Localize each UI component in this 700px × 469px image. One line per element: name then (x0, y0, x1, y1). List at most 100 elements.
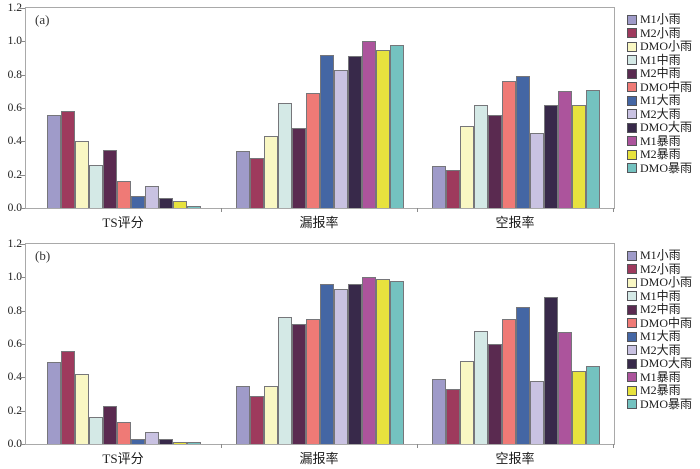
bar-M1中雨-空报率 (474, 330, 488, 444)
legend-item: M1小雨 (627, 249, 692, 263)
panel-a: 0.0 0.2 0.4 0.6 0.8 1.0 1.2 (a) TS评分 漏报率 空报率 M1小… (0, 0, 700, 234)
bar-M2小雨-漏报率 (250, 395, 264, 444)
y-tick-mark (20, 8, 25, 9)
y-tick-mark (20, 41, 25, 43)
bar-M1大雨-TS评分 (131, 196, 145, 208)
bar-DMO大雨-TS评分 (159, 439, 173, 444)
legend-item: M2中雨 (627, 303, 692, 317)
bar-M1大雨-空报率 (516, 76, 530, 208)
legend-swatch-icon (627, 399, 637, 410)
bar-DMO大雨-漏报率 (348, 284, 362, 444)
bar-M1小雨-漏报率 (236, 385, 250, 444)
legend-swatch-icon (627, 68, 637, 79)
y-tick-mark (20, 174, 25, 176)
bar-M2中雨-空报率 (488, 344, 502, 444)
y-tick-label: 0.4 (7, 371, 22, 384)
x-axis-labels-a: TS评分 漏报率 空报率 (25, 212, 613, 231)
bar-M1大雨-漏报率 (320, 284, 334, 444)
bar-M1大雨-漏报率 (320, 54, 334, 208)
legend-swatch-icon (627, 385, 637, 396)
x-tick-mark (417, 208, 418, 212)
x-category-label: TS评分 (102, 451, 144, 466)
bar-M2中雨-漏报率 (292, 324, 306, 444)
legend-item: M1小雨 (627, 13, 692, 27)
bar-DMO大雨-空报率 (544, 104, 558, 208)
legend-label: DMO小雨 (640, 39, 693, 54)
legend-label: M2大雨 (640, 106, 681, 121)
legend-item: M2中雨 (627, 67, 692, 81)
legend-label: M1暴雨 (640, 133, 681, 148)
bar-M1小雨-空报率 (432, 379, 446, 444)
bar-M2小雨-漏报率 (250, 158, 264, 208)
legend-label: M2中雨 (640, 66, 681, 81)
legend-label: DMO暴雨 (640, 396, 693, 411)
legend-label: M1大雨 (640, 329, 681, 344)
bar-DMO大雨-TS评分 (159, 198, 173, 208)
legend-label: DMO大雨 (640, 120, 693, 135)
bar-DMO暴雨-空报率 (586, 89, 600, 208)
legend-label: M2小雨 (640, 25, 681, 40)
y-tick-mark (20, 74, 25, 76)
bar-M2暴雨-空报率 (572, 104, 586, 208)
bar-DMO暴雨-漏报率 (390, 44, 404, 208)
bar-group (26, 244, 222, 444)
y-tick-label: 0.6 (7, 338, 22, 350)
legend-label: M2大雨 (640, 342, 681, 357)
legend-swatch-icon (627, 250, 637, 261)
legend-label: M1大雨 (640, 93, 681, 108)
legend-swatch-icon (627, 122, 637, 133)
legend-item: M2大雨 (627, 342, 692, 358)
legend-item: M1大雨 (627, 94, 692, 108)
legend-swatch-icon (627, 372, 637, 383)
bar-M1大雨-空报率 (516, 307, 530, 444)
panel-label-a: (a) (35, 12, 50, 27)
legend-label: M1中雨 (640, 288, 681, 303)
bar-M2暴雨-TS评分 (173, 442, 187, 444)
legend-item: DMO大雨 (627, 357, 692, 371)
panel-b: 0.0 0.2 0.4 0.6 0.8 1.0 1.2 (b) TS评分 漏报率 空报率 M1小… (0, 236, 700, 469)
legend-item: M2小雨 (627, 25, 692, 41)
legend-item: DMO中雨 (627, 315, 693, 331)
x-category-label: 空报率 (495, 215, 535, 230)
bar-M1暴雨-空报率 (558, 332, 572, 444)
legend-label: DMO小雨 (640, 275, 693, 290)
bar-DMO中雨-漏报率 (306, 93, 320, 208)
bar-DMO小雨-TS评分 (75, 374, 89, 444)
legend-item: M1暴雨 (627, 370, 692, 385)
y-tick-mark (20, 277, 25, 279)
bar-M1暴雨-空报率 (558, 91, 572, 208)
bar-M1暴雨-漏报率 (362, 41, 376, 208)
bar-M2大雨-TS评分 (145, 432, 159, 444)
legend-item: M2小雨 (627, 262, 692, 277)
bar-M1小雨-漏报率 (236, 151, 250, 208)
x-axis-labels-b: TS评分 漏报率 空报率 (25, 448, 613, 467)
x-tick-mark (221, 208, 222, 212)
bar-M2暴雨-漏报率 (376, 279, 390, 444)
bar-M1中雨-TS评分 (89, 164, 103, 208)
legend-swatch-icon (627, 358, 637, 369)
legend-item: M2暴雨 (627, 148, 692, 162)
bar-M1小雨-TS评分 (47, 362, 61, 444)
bar-M2小雨-空报率 (446, 389, 460, 444)
bar-M2暴雨-TS评分 (173, 201, 187, 208)
bar-M2小雨-TS评分 (61, 350, 75, 444)
legend-swatch-icon (627, 277, 637, 288)
bar-M2大雨-漏报率 (334, 69, 348, 208)
legend-label: M2暴雨 (640, 383, 681, 398)
legend-swatch-icon (627, 136, 637, 147)
legend-swatch-icon (627, 149, 637, 160)
legend-label: DMO大雨 (640, 356, 693, 371)
legend-label: DMO中雨 (640, 315, 693, 330)
legend-swatch-icon (627, 163, 637, 174)
legend-swatch-icon (627, 331, 637, 342)
legend-b: M1小雨 M2小雨 DMO小雨 M1中雨 M2中雨 DMO中雨 M1大雨 M2大雨 DMO大雨 M… (627, 249, 692, 411)
legend-item: DMO大雨 (627, 121, 692, 135)
bar-M2中雨-TS评分 (103, 405, 117, 444)
bar-M1小雨-TS评分 (47, 114, 61, 208)
legend-swatch-icon (627, 55, 637, 66)
legend-item: DMO中雨 (627, 80, 692, 95)
legend-label: DMO暴雨 (640, 160, 693, 175)
bar-M2中雨-空报率 (488, 114, 502, 208)
legend-item: M1大雨 (627, 330, 692, 344)
